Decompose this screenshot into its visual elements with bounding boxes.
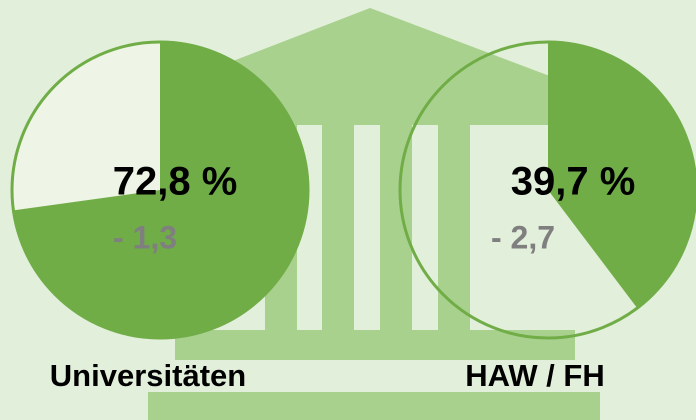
pie-title: Universitäten [50,358,246,393]
page: 72,8 % - 1,3 Universitäten 39,7 % - 2,7 HAW /… [0,0,696,420]
chart: 72,8 % - 1,3 Universitäten 39,7 % - 2,7 HAW /… [0,0,696,420]
pie-title: HAW / FH [465,358,605,393]
change-annotation: - 1,3 [113,219,177,255]
value-label: 72,8 % [113,160,238,204]
value-label: 39,7 % [511,160,636,204]
change-annotation: - 2,7 [491,219,555,255]
